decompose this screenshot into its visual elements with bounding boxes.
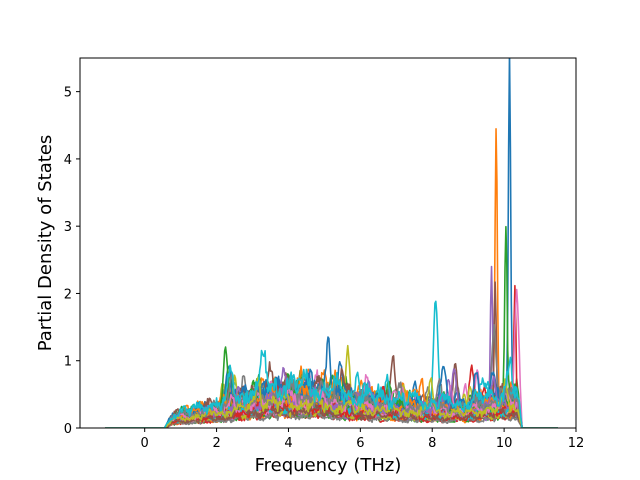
x-tick-label: 4 — [284, 436, 292, 451]
x-tick-label: 10 — [496, 436, 513, 451]
series-line — [105, 372, 559, 428]
x-tick-label: 6 — [356, 436, 364, 451]
y-tick-label: 5 — [64, 86, 72, 101]
y-tick-label: 2 — [64, 287, 72, 302]
y-tick-label: 1 — [64, 355, 72, 370]
x-tick-label: 12 — [568, 436, 585, 451]
series-line — [105, 349, 559, 428]
y-tick-label: 0 — [64, 422, 72, 437]
x-axis: 0 2 4 6 8 10 12 — [141, 428, 585, 451]
x-axis-label: Frequency (THz) — [255, 455, 402, 476]
y-tick-label: 4 — [64, 153, 72, 168]
x-tick-label: 0 — [141, 436, 149, 451]
series-layer — [105, 58, 559, 428]
series-line — [105, 377, 559, 428]
plot-frame — [79, 57, 577, 429]
y-axis-label: Partial Density of States — [35, 135, 56, 352]
x-tick-label: 2 — [212, 436, 220, 451]
y-tick-label: 3 — [64, 220, 72, 235]
y-axis: 0 1 2 3 4 5 — [64, 86, 80, 437]
x-tick-label: 8 — [428, 436, 436, 451]
